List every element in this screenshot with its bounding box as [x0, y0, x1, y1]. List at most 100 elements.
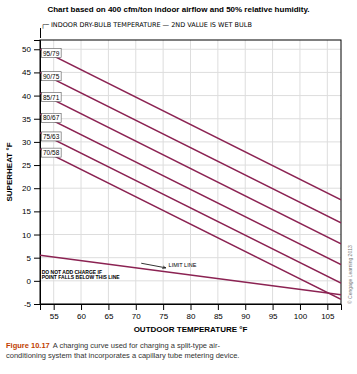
x-tick: 85 — [214, 304, 223, 321]
x-tick-label: 55 — [50, 312, 59, 321]
y-tick-mark — [34, 165, 40, 166]
x-tick: 95 — [269, 304, 278, 321]
grid-line-y — [40, 118, 341, 119]
x-tick: 105 — [321, 304, 335, 321]
y-tick-label: 15 — [22, 207, 31, 216]
grid-line-y — [40, 257, 341, 258]
series-line — [40, 255, 341, 294]
x-axis: 55 60 65 70 75 80 85 90 95 100 105 — [41, 304, 342, 321]
caption-bold: Figure 10.17 — [6, 341, 50, 350]
y-tick-mark — [34, 188, 40, 189]
line-label-box — [42, 132, 62, 141]
annotation-text: POINT FALLS BELOW THIS LINE — [42, 274, 121, 280]
line-label-box — [42, 113, 62, 122]
y-tick-mark — [34, 211, 40, 212]
annotation-text: LIMIT LINE — [169, 262, 197, 268]
grid-line-x — [299, 40, 300, 304]
series-line — [40, 93, 341, 244]
copyright: © Cengage Learning 2013 — [347, 245, 353, 304]
grid-line-y — [40, 165, 341, 166]
grid-line-y — [40, 234, 341, 235]
y-tick-label: 5 — [27, 254, 32, 263]
x-tick-label: 80 — [187, 312, 196, 321]
line-label: 70/58 — [42, 148, 62, 157]
y-tick-mark — [34, 72, 40, 73]
line-label-text: 85/71 — [43, 94, 60, 101]
x-tick-mark — [163, 304, 164, 310]
y-tick-label: 25 — [22, 161, 31, 170]
y-tick: 25 — [22, 161, 40, 170]
line-labels: 95/79 90/75 85/71 80/67 75/63 70/58 — [42, 49, 62, 158]
x-tick: 80 — [187, 304, 196, 321]
x-tick-label: 105 — [321, 312, 335, 321]
x-axis-title: OUTDOOR TEMPERATURE °F — [134, 325, 248, 334]
x-tick: 60 — [77, 304, 86, 321]
y-tick: 40 — [22, 92, 40, 101]
line-label: 90/75 — [42, 72, 62, 81]
y-axis: -5 0 5 10 15 20 25 30 35 40 45 50 — [22, 41, 40, 310]
grid-line-x — [81, 40, 82, 304]
y-tick-mark — [34, 142, 40, 143]
annotations: LIMIT LINEDO NOT ADD CHARGE IFPOINT FALL… — [42, 262, 197, 280]
y-tick-label: 50 — [22, 45, 31, 54]
x-tick-label: 90 — [241, 312, 250, 321]
caption-text: A charging curve used for charging a spl… — [53, 341, 221, 350]
y-tick-mark — [34, 304, 40, 305]
x-tick-mark — [108, 304, 109, 310]
y-tick-label: 20 — [22, 184, 31, 193]
x-tick-label: 100 — [294, 312, 308, 321]
x-tick-label: 75 — [159, 312, 168, 321]
line-label-box — [42, 93, 62, 102]
y-tick-mark — [34, 235, 40, 236]
line-label-box — [42, 49, 62, 58]
line-label-box — [42, 72, 62, 81]
y-tick: 0 — [27, 277, 40, 286]
series-line — [40, 114, 341, 265]
x-tick: 90 — [241, 304, 250, 321]
x-tick-mark — [300, 304, 301, 310]
plot: 55 60 65 70 75 80 85 90 95 100 105 -5 0 5 10 15 20 25 30 35… — [22, 40, 341, 321]
y-tick-mark — [34, 49, 40, 50]
grid-line-y — [40, 280, 341, 281]
x-tick-label: 85 — [214, 312, 223, 321]
subtitle-bracket — [40, 28, 41, 38]
y-axis-title: SUPERHEAT °F — [5, 142, 14, 201]
series-line — [40, 72, 341, 223]
grid-line-x — [245, 40, 246, 304]
x-tick-mark — [218, 304, 219, 310]
line-label-text: 95/79 — [43, 50, 60, 57]
x-tick-label: 70 — [132, 312, 141, 321]
x-tick-label: 60 — [77, 312, 86, 321]
x-tick: 100 — [294, 304, 308, 321]
grid-line-x — [327, 40, 328, 304]
x-tick: 70 — [132, 304, 141, 321]
line-label-text: 80/67 — [43, 114, 60, 121]
subtitle: ┌─ INDOOR DRY-BULB TEMPERATURE — 2ND VAL… — [41, 21, 252, 29]
y-tick: 35 — [22, 115, 40, 124]
line-label-text: 75/63 — [43, 133, 60, 140]
grid-line-y — [40, 141, 341, 142]
y-axis-line — [34, 41, 41, 305]
grid-line-x — [217, 40, 218, 304]
caption-text: conditioning system that incorporates a … — [6, 351, 239, 360]
x-tick-mark — [191, 304, 192, 310]
x-tick: 65 — [104, 304, 113, 321]
series-line — [40, 149, 341, 300]
grid-line-x — [163, 40, 164, 304]
grid-line-x — [135, 40, 136, 304]
x-tick: 75 — [159, 304, 168, 321]
y-tick: 30 — [22, 138, 40, 147]
y-tick-label: 35 — [22, 115, 31, 124]
line-label: 95/79 — [42, 49, 62, 58]
y-tick: 15 — [22, 207, 40, 216]
x-tick-mark — [136, 304, 137, 310]
y-tick: 10 — [22, 231, 40, 240]
x-tick-label: 65 — [104, 312, 113, 321]
y-tick-mark — [34, 281, 40, 282]
x-axis-line — [41, 305, 342, 311]
line-label: 85/71 — [42, 93, 62, 102]
y-tick: 50 — [22, 45, 40, 54]
y-tick: 45 — [22, 68, 40, 77]
y-tick-mark — [34, 96, 40, 97]
y-tick: -5 — [24, 300, 40, 309]
